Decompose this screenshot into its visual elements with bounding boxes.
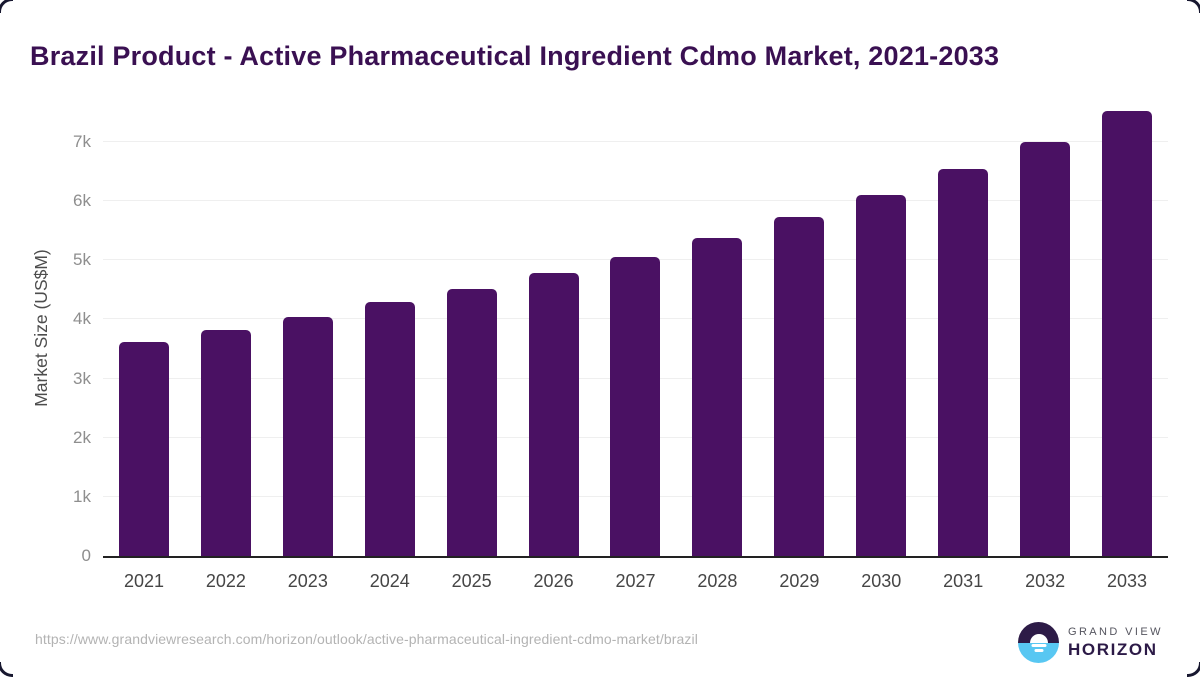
y-tick-4k: 4k [73,309,91,329]
bar-2025[interactable] [446,288,497,556]
y-tick-1k: 1k [73,486,91,506]
y-tick-5k: 5k [73,250,91,270]
logo-sky-half [1018,622,1059,643]
x-tick-2024: 2024 [369,571,410,591]
bar-2021[interactable] [118,341,169,556]
x-tick-labels: 2021 2022 2023 2024 2025 2026 2027 2028 2029 2030… [103,571,1168,592]
y-tick-7k: 7k [73,132,91,151]
x-tick-2033: 2033 [1107,571,1148,591]
x-tick-2021: 2021 [123,571,164,591]
bar-slot-2023 [267,100,349,556]
y-tick-0: 0 [81,546,91,565]
bar-2028[interactable] [692,237,743,556]
logo-sea-half [1018,642,1059,663]
chart-title: Brazil Product - Active Pharmaceutical I… [30,41,1000,72]
bar-2022[interactable] [200,330,251,556]
y-tick-2k: 2k [73,427,91,447]
bar-slot-2025 [431,100,513,556]
bar-slot-2030 [840,100,922,556]
bar-2031[interactable] [938,169,989,556]
x-tick-2027: 2027 [615,571,656,591]
bar-slot-2028 [676,100,758,556]
sun-icon [1029,633,1048,643]
x-tick-2029: 2029 [779,571,820,591]
sun-reflection-line-1 [1031,644,1046,648]
logo-product-name: HORIZON [1068,639,1158,659]
bar-slot-2033 [1086,100,1168,556]
source-url: https://www.grandviewresearch.com/horizo… [35,631,698,647]
x-tick-2023: 2023 [287,571,328,591]
y-tick-labels: 0 1k 2k 3k 4k 5k 6k 7k [0,100,91,565]
horizon-logo-icon [1018,622,1059,663]
plot-area [103,100,1168,558]
bar-2027[interactable] [610,256,661,556]
x-tick-2026: 2026 [533,571,574,591]
sun-reflection-line-2 [1034,649,1043,653]
logo-brand-name: GRAND VIEW [1068,625,1163,638]
bar-slot-2026 [513,100,595,556]
gridline-6k [103,200,1168,202]
x-tick-2022: 2022 [205,571,246,591]
logo-text: GRAND VIEW HORIZON [1068,626,1163,660]
bar-2032[interactable] [1020,142,1071,556]
bar-slot-2021 [103,100,185,556]
y-tick-3k: 3k [73,368,91,388]
grandview-horizon-logo[interactable]: GRAND VIEW HORIZON [1018,622,1163,663]
bars [103,100,1168,556]
bar-2033[interactable] [1102,111,1153,556]
x-tick-2031: 2031 [943,571,984,591]
bar-slot-2029 [758,100,840,556]
y-tick-6k: 6k [73,191,91,211]
x-tick-2030: 2030 [861,571,902,591]
gridline-7k [103,141,1168,142]
bar-2024[interactable] [364,302,415,556]
bar-slot-2031 [922,100,1004,556]
bar-slot-2032 [1004,100,1086,556]
x-tick-2025: 2025 [451,571,492,591]
bar-2029[interactable] [774,217,825,556]
bar-slot-2027 [595,100,677,556]
bar-slot-2024 [349,100,431,556]
bar-slot-2022 [185,100,267,556]
bar-2030[interactable] [856,194,907,556]
x-tick-2028: 2028 [697,571,738,591]
x-tick-2032: 2032 [1025,571,1066,591]
card-corner-top-right [1187,0,1200,13]
card-corner-top-left [0,0,13,13]
bar-2023[interactable] [282,317,333,556]
bar-2026[interactable] [528,272,579,556]
